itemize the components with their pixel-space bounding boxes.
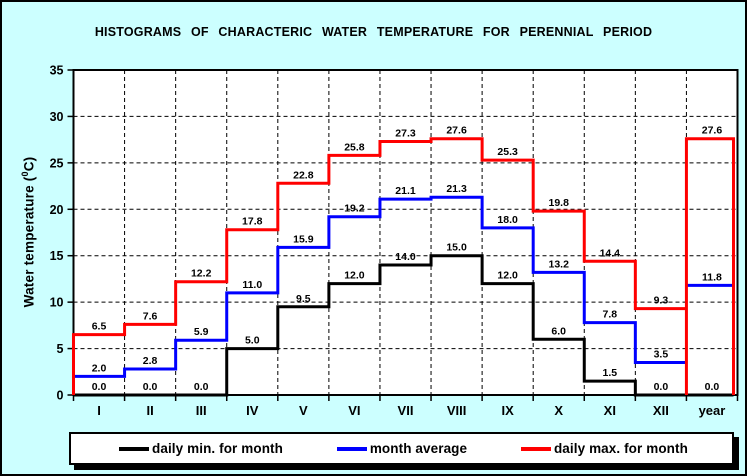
y-tick-label: 10	[50, 296, 64, 310]
value-label: 19.8	[549, 197, 570, 209]
value-label: 19.2	[344, 203, 365, 215]
value-label: 12.2	[191, 268, 212, 280]
value-label: 21.1	[395, 185, 416, 197]
value-label: 22.8	[293, 169, 314, 181]
x-category-label: XII	[653, 403, 669, 418]
value-label: 0.0	[654, 381, 669, 393]
legend-label-month-average: month average	[369, 441, 468, 456]
value-label: 27.3	[395, 128, 416, 140]
y-tick-label: 20	[50, 203, 64, 217]
plot-area	[72, 69, 739, 396]
blue-line-sample-icon	[336, 446, 367, 451]
x-category-label: IV	[246, 403, 259, 418]
x-category-label: VI	[348, 403, 360, 418]
value-label: 9.5	[296, 293, 311, 305]
value-label: 2.0	[92, 362, 107, 374]
y-tick-label: 0	[57, 389, 64, 403]
value-label: 5.9	[194, 326, 209, 338]
x-category-label: V	[299, 403, 308, 418]
value-label: 11.8	[702, 271, 722, 283]
value-label: 17.8	[242, 216, 263, 228]
value-label: 0.0	[705, 381, 720, 393]
value-label: 6.5	[92, 321, 107, 333]
series-path-0	[73, 254, 687, 397]
chart-title: HISTOGRAMS OF CHARACTERIC WATER TEMPERAT…	[94, 25, 653, 39]
value-label: 2.8	[143, 355, 158, 367]
value-label: 25.8	[344, 141, 365, 153]
value-label: 5.0	[245, 335, 260, 347]
value-label: 21.3	[446, 183, 467, 195]
value-label: 0.0	[194, 381, 209, 393]
x-category-label: IX	[502, 403, 515, 418]
value-label: 1.5	[603, 367, 618, 379]
y-tick-label: 5	[57, 342, 64, 356]
value-label: 9.3	[654, 295, 669, 307]
x-category-label: III	[196, 403, 207, 418]
x-category-label: I	[97, 403, 101, 418]
value-label: 3.5	[654, 349, 669, 361]
value-label: 25.3	[497, 146, 518, 158]
x-category-label: VII	[398, 403, 414, 418]
value-label: 14.4	[600, 247, 621, 259]
value-label: 15.9	[293, 233, 314, 245]
value-label: 7.6	[143, 310, 158, 322]
series-path-2	[72, 137, 735, 395]
value-label: 12.0	[497, 270, 518, 282]
value-label: 12.0	[344, 270, 365, 282]
series-path-1	[72, 195, 687, 395]
x-category-label: XI	[604, 403, 616, 418]
value-label: 0.0	[143, 381, 158, 393]
value-label: 14.0	[395, 251, 416, 263]
value-label: 18.0	[497, 214, 518, 226]
y-tick-label: 25	[50, 156, 64, 170]
value-label: 27.6	[446, 125, 467, 137]
x-category-label: X	[554, 403, 563, 418]
legend-item-daily-min: daily min. for month	[119, 441, 283, 456]
value-label: 13.2	[549, 258, 570, 270]
legend-box: daily min. for month month average daily…	[69, 432, 734, 465]
x-category-label: year	[699, 403, 726, 418]
value-label: 15.0	[446, 242, 467, 254]
black-line-sample-icon	[119, 446, 149, 451]
legend-label-daily-min: daily min. for month	[152, 441, 284, 456]
value-label: 0.0	[92, 381, 107, 393]
x-category-label: II	[146, 403, 153, 418]
x-category-label: VIII	[447, 403, 467, 418]
y-tick-label: 15	[50, 249, 64, 263]
legend-item-daily-max: daily max. for month	[520, 441, 688, 456]
y-tick-label: 35	[50, 64, 64, 78]
y-tick-label: 30	[50, 110, 64, 124]
value-label: 6.0	[551, 325, 566, 337]
legend-item-month-average: month average	[336, 441, 468, 456]
legend-label-daily-max: daily max. for month	[553, 441, 688, 456]
value-label: 27.6	[702, 125, 723, 137]
value-label: 7.8	[603, 309, 618, 321]
value-label: 11.0	[242, 279, 262, 291]
red-line-sample-icon	[520, 446, 551, 451]
